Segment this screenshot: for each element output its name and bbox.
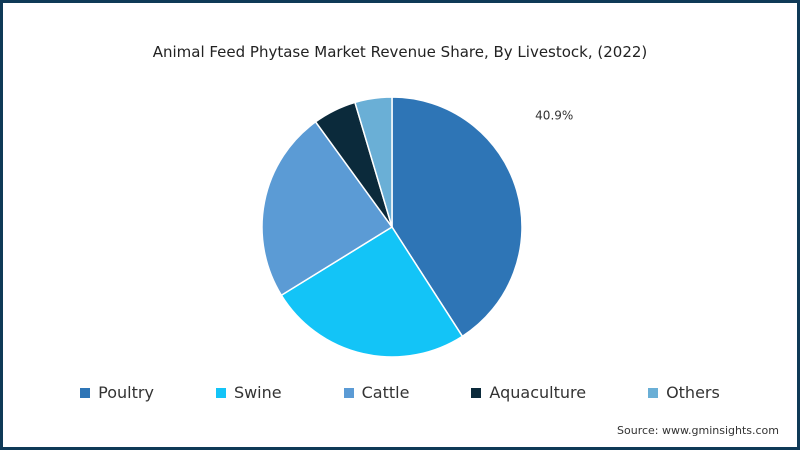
legend-label: Others <box>666 383 720 402</box>
legend-label: Aquaculture <box>489 383 587 402</box>
legend-label: Cattle <box>361 383 410 402</box>
slice-swine <box>280 225 464 358</box>
slice-others <box>354 96 393 228</box>
slice-cattle <box>261 120 394 297</box>
legend-swatch <box>343 387 354 398</box>
source-note: Source: www.gminsights.com <box>617 424 779 437</box>
pie-chart: 40.9% <box>261 96 573 358</box>
legend-item-others: Others <box>648 383 720 402</box>
legend-swatch <box>80 387 91 398</box>
legend-item-poultry: Poultry <box>80 383 154 402</box>
legend-label: Swine <box>233 383 282 402</box>
legend-swatch <box>648 387 659 398</box>
data-label-poultry: 40.9% <box>535 109 573 123</box>
legend: Poultry Swine Cattle Aquaculture Others <box>3 383 797 402</box>
legend-item-swine: Swine <box>215 383 282 402</box>
chart-title: Animal Feed Phytase Market Revenue Share… <box>152 43 648 61</box>
legend-item-aquaculture: Aquaculture <box>471 383 586 402</box>
legend-label: Poultry <box>98 383 154 402</box>
legend-item-cattle: Cattle <box>343 383 410 402</box>
legend-swatch <box>471 387 482 398</box>
legend-swatch <box>215 387 226 398</box>
